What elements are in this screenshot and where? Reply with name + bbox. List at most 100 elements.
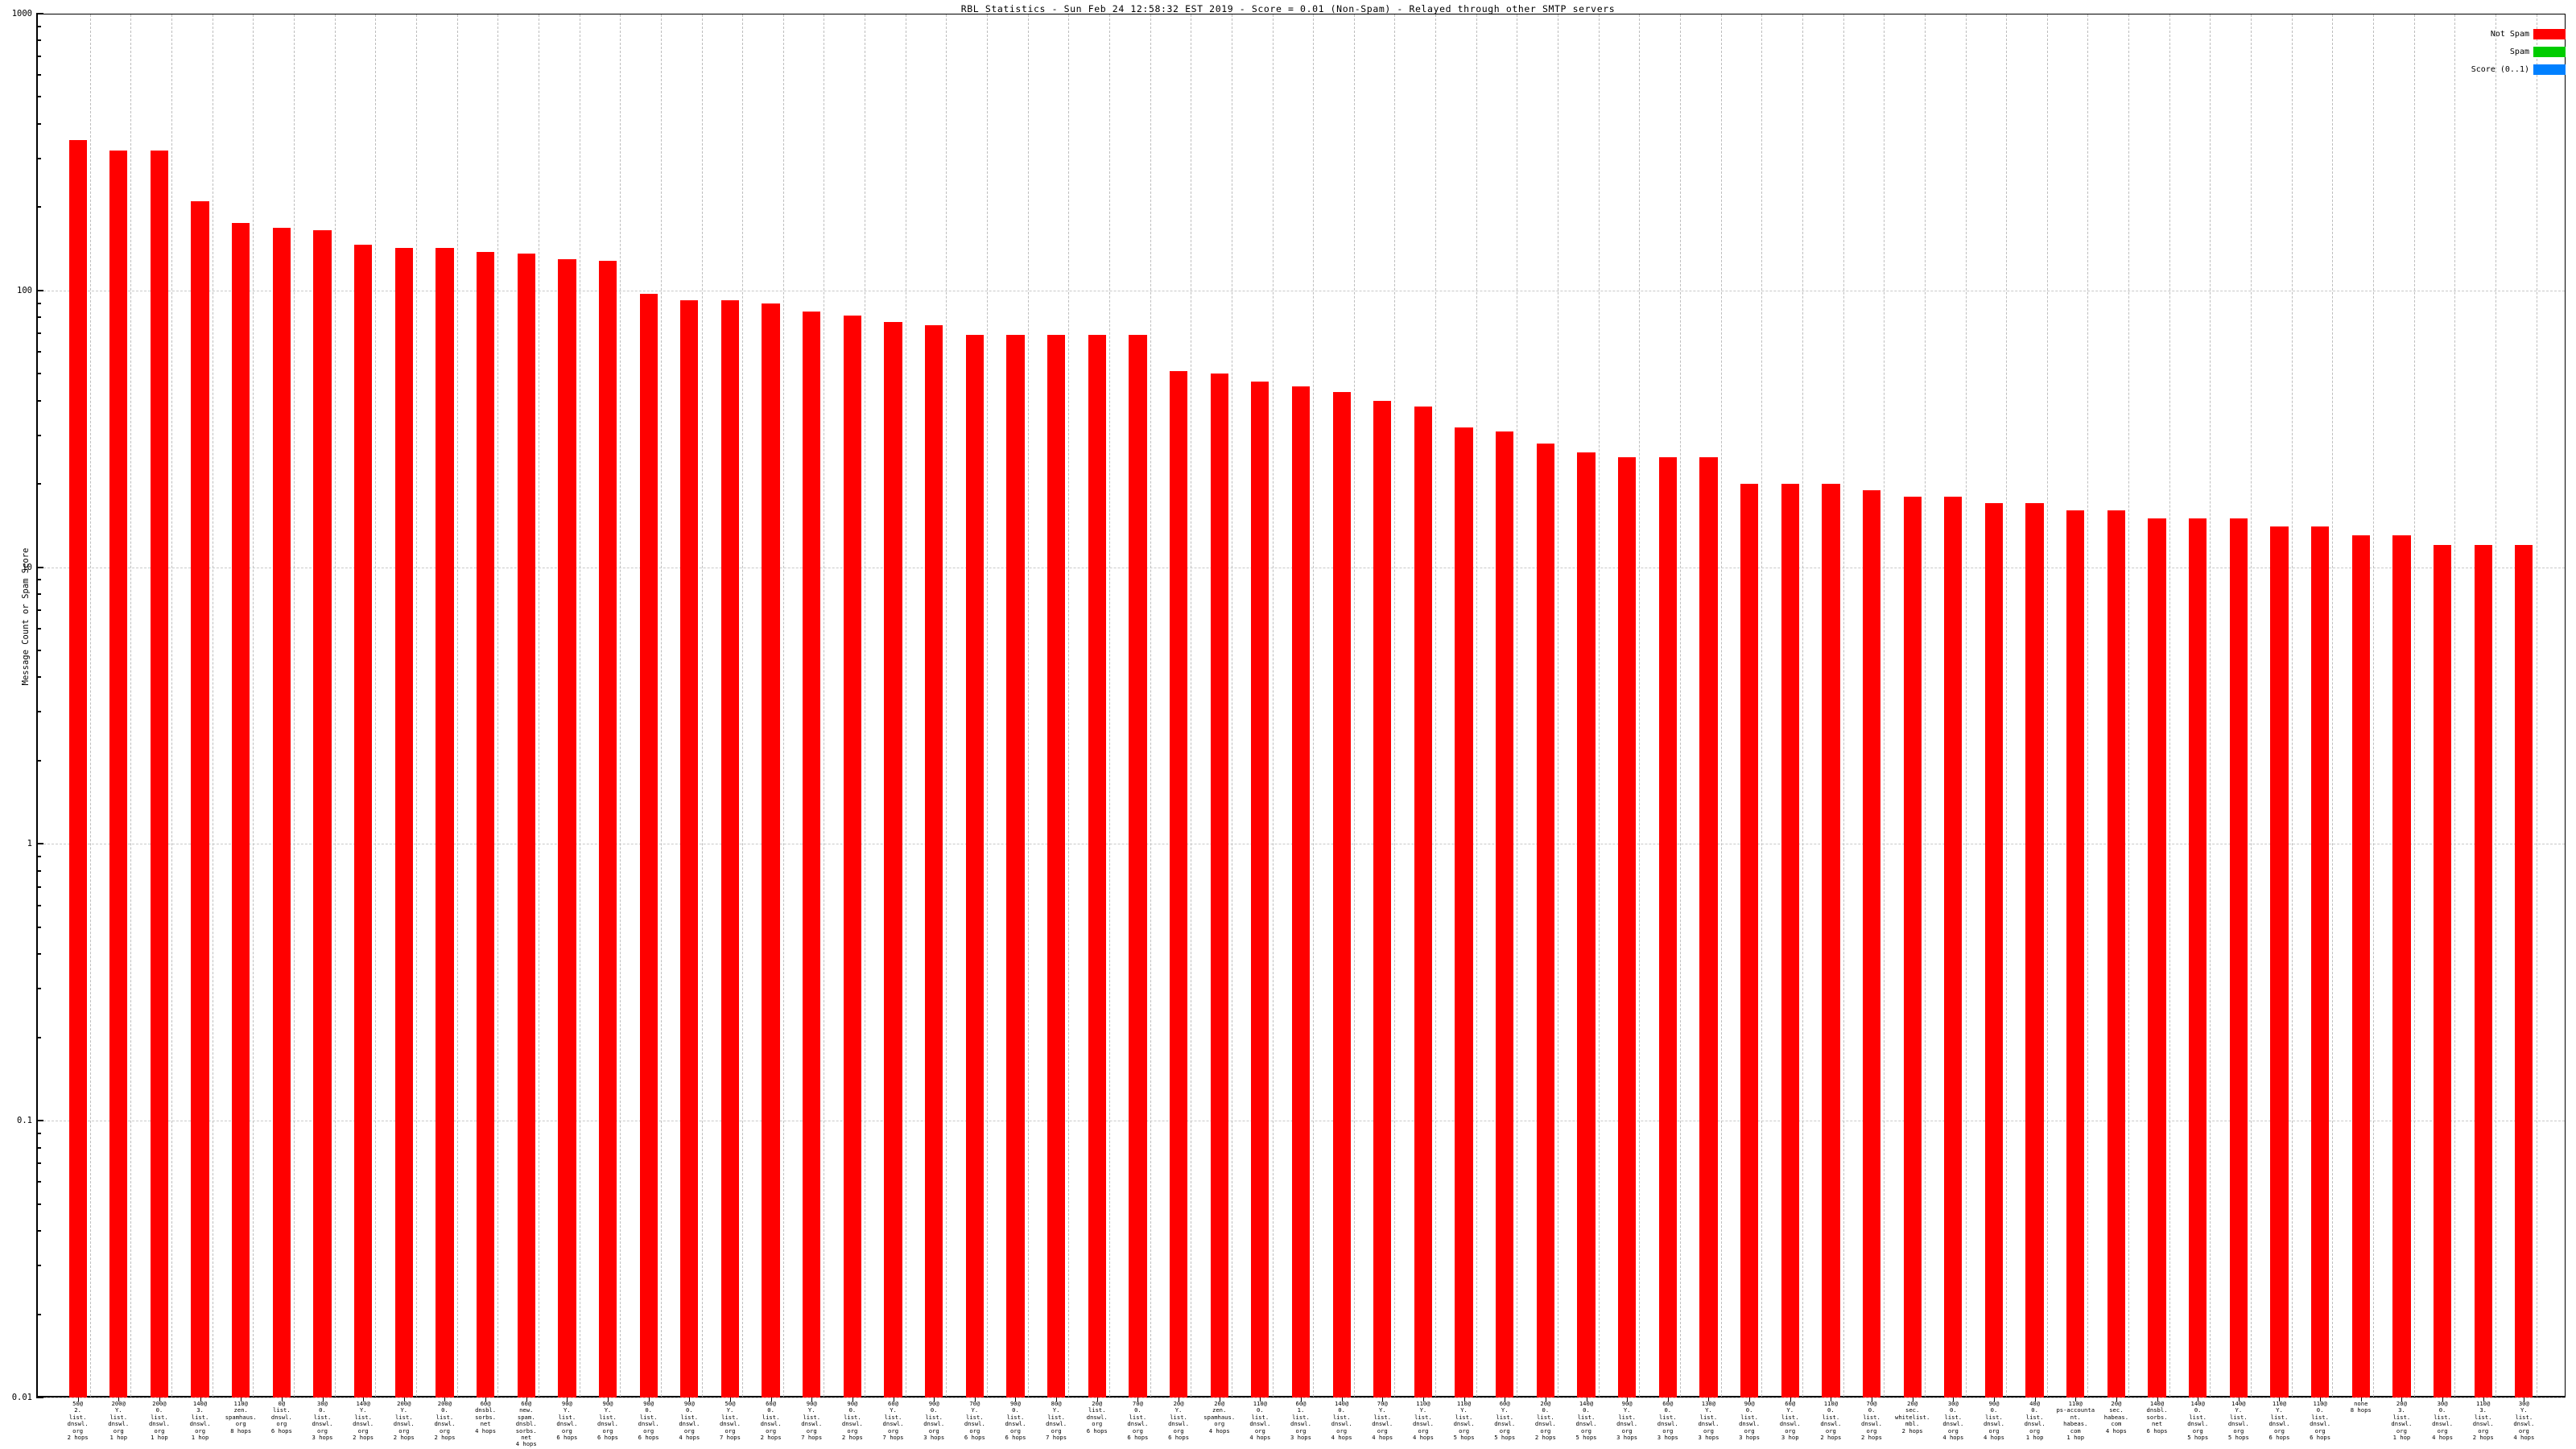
- bar[interactable]: [1251, 381, 1269, 1397]
- bar[interactable]: [313, 230, 332, 1397]
- x-axis-tick-label: 140@ 0. list. dnswl. org 4 hops: [1331, 1400, 1352, 1442]
- bar[interactable]: [1944, 496, 1963, 1397]
- y-axis-minor-tick-mark: [36, 1181, 41, 1183]
- x-gridline: [294, 14, 295, 1397]
- y-axis-minor-tick-mark: [36, 886, 41, 888]
- bar[interactable]: [2229, 518, 2248, 1397]
- bar[interactable]: [150, 151, 169, 1397]
- x-axis-tick-label: 30@ 0. list. dnswl. org 4 hops: [1942, 1400, 1964, 1442]
- x-axis-tick-mark: [1993, 1397, 1995, 1402]
- bar[interactable]: [925, 324, 943, 1397]
- bar[interactable]: [884, 321, 902, 1397]
- bar[interactable]: [1088, 335, 1106, 1397]
- x-axis-tick-label: 20@ sec. whitelist. mbl. 2 hops: [1895, 1400, 1930, 1435]
- x-axis-tick-label: 40@ 0. list. dnswl. org 1 hop: [2024, 1400, 2046, 1442]
- bar[interactable]: [232, 223, 250, 1397]
- y-axis-tick-mark: [36, 1397, 43, 1398]
- x-axis-tick-mark: [1096, 1397, 1098, 1402]
- bar[interactable]: [1781, 484, 1799, 1397]
- x-axis-tick-mark: [1463, 1397, 1465, 1402]
- legend-item[interactable]: Score (0..1): [2429, 61, 2566, 77]
- x-gridline: [742, 14, 744, 1397]
- bar[interactable]: [1373, 400, 1392, 1397]
- bar[interactable]: [720, 300, 740, 1397]
- bar[interactable]: [558, 258, 576, 1397]
- bar[interactable]: [1210, 374, 1228, 1397]
- x-axis-tick-mark: [1382, 1397, 1384, 1402]
- bar[interactable]: [1903, 496, 1922, 1397]
- bar[interactable]: [965, 335, 984, 1397]
- x-axis-tick-label: 0@ list. dnswl. org 6 hops: [270, 1400, 292, 1435]
- bar[interactable]: [109, 151, 128, 1397]
- bar[interactable]: [762, 303, 780, 1397]
- y-axis-minor-tick-mark: [36, 316, 41, 319]
- bar[interactable]: [476, 251, 495, 1397]
- bar[interactable]: [1006, 335, 1025, 1397]
- bar[interactable]: [436, 248, 454, 1397]
- x-axis-tick-mark: [1301, 1397, 1302, 1402]
- x-axis-tick-label: 110@ 0. list. dnswl. org 4 hops: [1249, 1400, 1271, 1442]
- x-axis-tick-mark: [363, 1397, 365, 1402]
- x-gridline: [2413, 14, 2415, 1397]
- x-axis-tick-mark: [2401, 1397, 2403, 1402]
- bar[interactable]: [1740, 484, 1759, 1397]
- bar[interactable]: [2351, 535, 2370, 1397]
- x-gridline: [2291, 14, 2293, 1397]
- bar[interactable]: [2107, 510, 2126, 1397]
- bar[interactable]: [2310, 526, 2330, 1397]
- bar[interactable]: [68, 139, 87, 1397]
- bar[interactable]: [2474, 545, 2492, 1397]
- bar[interactable]: [272, 228, 291, 1397]
- bar[interactable]: [1822, 484, 1840, 1397]
- x-axis-tick-label: 90@ 0. list. dnswl. org 4 hops: [1983, 1400, 2004, 1442]
- x-axis-tick-label: 50@ Y. list. dnswl. org 7 hops: [719, 1400, 741, 1442]
- bar[interactable]: [2392, 535, 2411, 1397]
- bar[interactable]: [354, 245, 373, 1397]
- y-axis-tick-mark: [36, 289, 43, 291]
- bar[interactable]: [843, 316, 862, 1397]
- bar[interactable]: [1046, 335, 1066, 1397]
- bar[interactable]: [803, 311, 821, 1397]
- bar[interactable]: [2189, 518, 2207, 1397]
- bar[interactable]: [2025, 503, 2044, 1397]
- bar[interactable]: [1332, 391, 1351, 1397]
- bar[interactable]: [1577, 452, 1596, 1397]
- x-axis-tick-mark: [1015, 1397, 1017, 1402]
- bar[interactable]: [1862, 489, 1881, 1397]
- x-gridline: [1435, 14, 1437, 1397]
- x-axis-tick-label: 110@ 0. list. dnswl. org 6 hops: [2310, 1400, 2331, 1442]
- x-gridline: [456, 14, 458, 1397]
- bar[interactable]: [1291, 386, 1311, 1397]
- bar[interactable]: [680, 300, 699, 1397]
- bar[interactable]: [2148, 518, 2166, 1397]
- bar[interactable]: [1699, 456, 1718, 1397]
- bar[interactable]: [639, 294, 658, 1397]
- bar[interactable]: [2433, 545, 2452, 1397]
- bar[interactable]: [1536, 443, 1554, 1397]
- bar[interactable]: [1496, 431, 1514, 1397]
- y-axis-minor-tick-mark: [36, 351, 41, 353]
- bar[interactable]: [1618, 456, 1637, 1397]
- bar[interactable]: [2066, 510, 2085, 1397]
- bar[interactable]: [1984, 503, 2004, 1397]
- bar[interactable]: [1129, 335, 1147, 1397]
- bar[interactable]: [1455, 427, 1473, 1397]
- bar[interactable]: [2515, 545, 2533, 1397]
- legend-item[interactable]: Not Spam: [2429, 26, 2566, 42]
- bar[interactable]: [2270, 526, 2289, 1397]
- bar[interactable]: [517, 253, 535, 1397]
- bar[interactable]: [394, 248, 413, 1397]
- bar[interactable]: [1658, 456, 1677, 1397]
- x-gridline: [1150, 14, 1151, 1397]
- y-axis-tick-label: 1: [27, 839, 32, 849]
- bar[interactable]: [1414, 407, 1433, 1397]
- x-gridline: [130, 14, 132, 1397]
- x-axis-tick-mark: [811, 1397, 813, 1402]
- bar[interactable]: [1169, 371, 1188, 1397]
- x-gridline: [253, 14, 254, 1397]
- legend-item[interactable]: Spam: [2429, 43, 2566, 60]
- x-axis-tick-label: 20@ zen. spamhaus. org 4 hops: [1203, 1400, 1236, 1435]
- bar[interactable]: [598, 260, 617, 1397]
- bar[interactable]: [191, 201, 209, 1397]
